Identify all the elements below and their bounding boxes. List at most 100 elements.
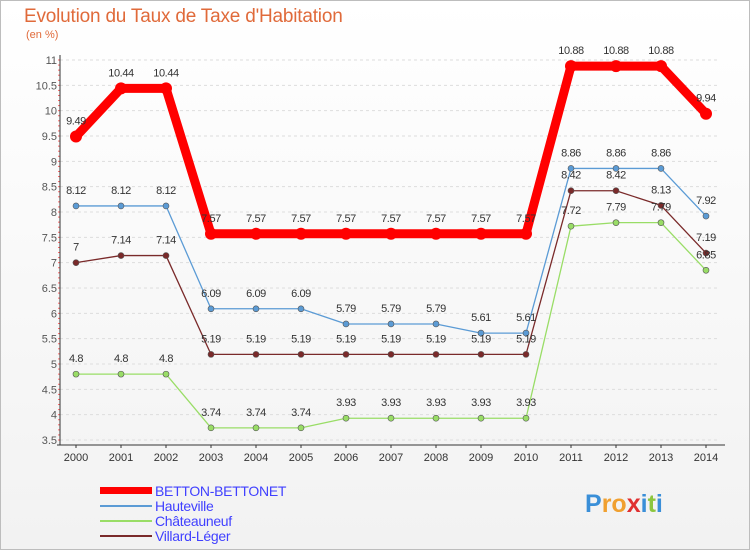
data-point	[477, 414, 485, 422]
data-label: 3.74	[246, 407, 266, 419]
data-point	[207, 424, 215, 432]
data-label: 6.09	[291, 288, 311, 300]
data-label: 8.86	[561, 147, 581, 159]
data-point	[162, 202, 170, 210]
x-tick-label: 2013	[649, 452, 673, 464]
data-label: 7.57	[381, 213, 401, 225]
data-label: 7.92	[696, 195, 716, 207]
data-label: 8.86	[606, 147, 626, 159]
logo-letter: o	[611, 490, 627, 518]
proxiti-logo[interactable]: Proxiti	[585, 490, 663, 519]
data-point	[432, 320, 440, 328]
data-label: 7.57	[201, 213, 221, 225]
x-tick-label: 2003	[199, 452, 223, 464]
legend-label: Hauteville	[155, 498, 214, 514]
y-tick-label: 10	[45, 106, 57, 118]
data-point	[207, 305, 215, 313]
data-label: 10.88	[603, 45, 629, 57]
data-label: 5.61	[516, 312, 536, 324]
data-label: 5.19	[516, 333, 536, 345]
data-label: 5.79	[381, 303, 401, 315]
data-label: 5.19	[426, 333, 446, 345]
data-label: 7.57	[516, 213, 536, 225]
data-label: 5.19	[336, 333, 356, 345]
data-point	[252, 424, 260, 432]
data-label: 3.93	[336, 397, 356, 409]
data-label: 8.12	[156, 185, 176, 197]
data-label: 5.79	[336, 303, 356, 315]
x-tick-label: 2011	[559, 452, 583, 464]
data-label-layer: 9.49 10.44 10.44 7.57 7.57 7.57 7.57 7.57 7.57 7.…	[66, 45, 716, 419]
data-point	[297, 424, 305, 432]
data-point	[252, 305, 260, 313]
data-label: 8.13	[651, 184, 671, 196]
data-point	[655, 60, 667, 73]
y-tick-label: 11	[46, 55, 57, 67]
data-label: 8.12	[111, 185, 131, 197]
y-tick-label: 5	[51, 359, 57, 371]
y-tick-label: 5.5	[42, 334, 57, 346]
data-point	[340, 227, 352, 240]
logo-letter: x	[626, 490, 641, 518]
data-point	[160, 82, 172, 95]
y-tick-label: 4	[51, 410, 57, 422]
data-label: 6.09	[201, 288, 221, 300]
data-label: 7.72	[561, 205, 581, 217]
logo-letter: P	[585, 490, 602, 518]
data-point	[72, 370, 80, 378]
grid-layer	[60, 59, 720, 441]
data-point	[297, 351, 305, 358]
data-label: 3.74	[291, 407, 311, 419]
y-tick-label: 8	[51, 207, 57, 219]
data-point	[117, 252, 125, 259]
data-point	[567, 187, 575, 195]
data-label: 6.09	[246, 288, 266, 300]
data-point	[342, 351, 350, 358]
data-point	[567, 222, 575, 230]
x-tick-label: 2014	[694, 452, 718, 464]
data-point	[162, 370, 170, 378]
data-point	[612, 187, 620, 195]
data-point	[657, 202, 665, 209]
data-label: 7.79	[651, 202, 671, 214]
data-label: 5.79	[426, 303, 446, 315]
legend-swatch	[100, 535, 152, 537]
y-tick-label: 7	[51, 258, 57, 270]
data-point	[117, 370, 125, 378]
y-tick-label: 8.5	[42, 182, 57, 194]
data-point	[657, 165, 665, 172]
x-tick-label: 2009	[469, 452, 493, 464]
data-label: 7.57	[291, 213, 311, 225]
data-point	[70, 130, 82, 143]
legend-label: BETTON-BETTONET	[155, 483, 287, 499]
x-tick-label: 2007	[379, 452, 403, 464]
data-label: 5.19	[471, 333, 491, 345]
data-label: 7.57	[471, 213, 491, 225]
x-tick-label: 2004	[244, 452, 268, 464]
legend-label: Villard-Léger	[155, 528, 231, 544]
x-tick-label: 2008	[424, 452, 448, 464]
data-label: 7.79	[606, 202, 626, 214]
series-layer	[70, 60, 712, 432]
y-tick-label: 6	[51, 308, 57, 320]
data-point	[567, 165, 575, 172]
data-point	[612, 165, 620, 172]
data-point	[612, 219, 620, 226]
axis-layer: 3.5 4 4.5 5 5.5 6 6.5 7 7.5 8 8.5 9 9.5 10 10.5 11 2000 2…	[36, 55, 725, 464]
data-label: 3.74	[201, 407, 221, 419]
data-point	[72, 202, 80, 210]
logo-letter: r	[601, 490, 612, 518]
logo-letter: t	[647, 490, 656, 518]
data-point	[477, 351, 485, 358]
y-tick-label: 4.5	[42, 384, 57, 396]
data-label: 4.8	[159, 353, 173, 365]
data-point	[342, 414, 350, 422]
y-tick-label: 3.5	[42, 435, 57, 447]
data-point	[702, 212, 710, 220]
data-point	[295, 227, 307, 240]
data-label: 9.49	[66, 116, 86, 128]
y-tick-label: 7.5	[42, 232, 57, 244]
data-label: 5.19	[246, 333, 266, 345]
data-label: 7.57	[336, 213, 356, 225]
